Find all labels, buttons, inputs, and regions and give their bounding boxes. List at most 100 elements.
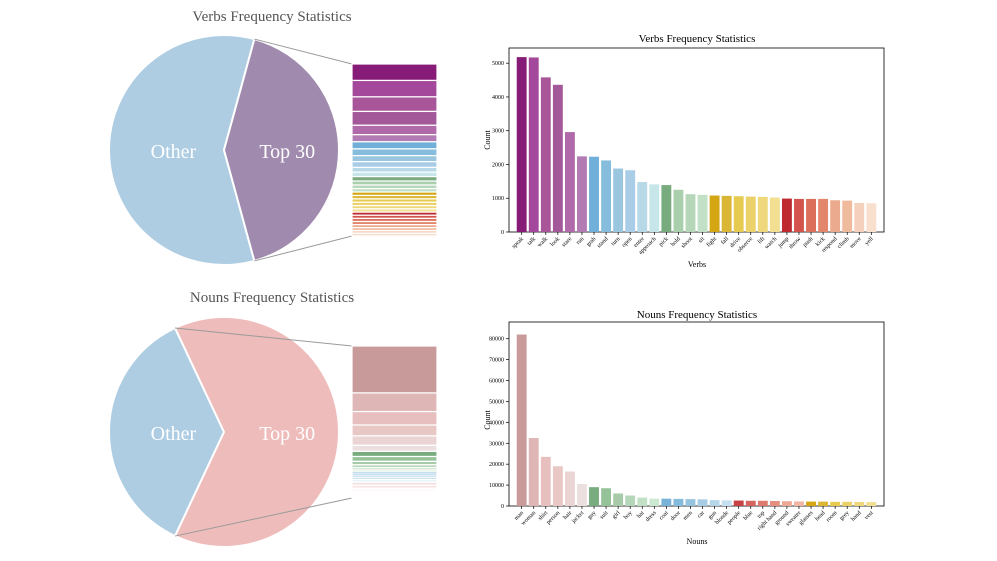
- bar2-bar-guy: [589, 487, 599, 506]
- bar1-xtick-label: walk: [537, 236, 549, 248]
- bar2-axes-frame: [508, 321, 885, 507]
- pie1-label-top30: Top 30: [259, 141, 315, 163]
- bar2-xtick-label: coat: [658, 510, 670, 522]
- nouns-bar-panel: Nouns Frequency Statistics Nouns Count 0…: [483, 309, 885, 546]
- pie2-breakdown-segment: [351, 345, 438, 394]
- pie2-label-other: Other: [151, 423, 197, 445]
- bar1-xtick-label: stand: [596, 236, 609, 249]
- bar1-xtick-label: jump: [777, 236, 791, 250]
- bar2-bar-shirt: [540, 456, 551, 506]
- verbs-pie-panel: Verbs Frequency Statistics Top 30 Other: [108, 9, 438, 266]
- verbs-bar-ylabel: Count: [483, 129, 492, 149]
- bar2-bar-boy: [625, 495, 636, 506]
- bar2-xtick-label: head: [814, 510, 826, 522]
- bar1-bar-grab: [589, 156, 599, 232]
- bar1-bar-run: [577, 156, 587, 232]
- bar1-ytick-label: 1000: [492, 196, 504, 202]
- bar2-bar-right-hand: [769, 500, 780, 506]
- bar1-bar-lift: [757, 196, 768, 232]
- pie1-slice-other: [108, 34, 256, 266]
- bar1-bar-hold: [673, 189, 684, 232]
- bar2-xtick-label: person: [546, 510, 562, 526]
- bar2-ytick-label: 80000: [489, 337, 504, 343]
- bar1-xtick-label: grab: [586, 236, 598, 248]
- bar1-bar-fall: [721, 195, 732, 232]
- pie1-label-other: Other: [151, 141, 197, 163]
- bar1-bar-respond: [830, 200, 841, 232]
- bar2-bar-sweater: [794, 501, 804, 506]
- bar1-ytick-label: 5000: [492, 61, 504, 67]
- bar1-xtick-label: run: [575, 236, 585, 246]
- bar1-xtick-label: sit: [698, 236, 706, 244]
- bar1-bar-push: [806, 198, 816, 232]
- bar2-xtick-label: dress: [645, 510, 658, 523]
- bar2-bar-car: [697, 499, 708, 506]
- pie1-breakdown-segment: [351, 124, 438, 136]
- pie2-breakdown-segment: [351, 392, 438, 413]
- bar1-bar-look: [552, 84, 563, 232]
- pie1-breakdown-segment: [351, 232, 438, 237]
- bar2-bar-gun: [709, 500, 720, 506]
- pie1-breakdown-segment: [351, 134, 438, 143]
- bar1-bar-observe: [745, 196, 756, 232]
- bar1-bar-throw: [794, 198, 804, 232]
- bar1-xtick-label: pick: [658, 236, 670, 248]
- bar1-bar-turn: [613, 168, 624, 232]
- bar2-bar-ground: [781, 501, 792, 506]
- verbs-pie-title: Verbs Frequency Statistics: [192, 9, 351, 25]
- pie2-connector-bottom: [174, 497, 353, 537]
- bar1-bar-jump: [781, 198, 792, 232]
- bar2-xtick-label: room: [825, 510, 838, 523]
- pie2-connector-top: [174, 327, 353, 347]
- bar1-bar-fight: [709, 195, 720, 232]
- bar2-bar-woman: [528, 438, 539, 506]
- bar2-ytick-label: 30000: [489, 441, 504, 447]
- bar1-xtick-label: open: [621, 236, 633, 248]
- bar1-xtick-label: lift: [756, 235, 766, 245]
- bar1-bar-move: [854, 202, 865, 232]
- bar2-bar-girl: [613, 493, 624, 506]
- bar2-bar-hair: [564, 471, 575, 506]
- pie2-breakdown-segment: [351, 496, 438, 499]
- verbs-bar-xlabel: Verbs: [688, 260, 706, 269]
- bar2-bar-blonde: [721, 500, 732, 506]
- bar1-bar-stand: [601, 160, 612, 232]
- bar2-xtick-label: guy: [587, 510, 598, 521]
- pie2-breakdown-segment: [351, 444, 438, 452]
- bar1-bar-pick: [661, 185, 672, 232]
- bar2-xtick-label: hat: [636, 510, 646, 520]
- bar2-xtick-label: gun: [707, 510, 718, 521]
- bar2-bar-blue: [745, 500, 756, 506]
- bar2-xtick-label: girl: [611, 510, 621, 520]
- pie2-slice-other: [108, 326, 226, 538]
- bar2-ytick-label: 40000: [489, 420, 504, 426]
- pie1-breakdown-segment: [351, 176, 438, 182]
- bar1-ytick-label: 0: [501, 230, 504, 236]
- bar2-xtick-label: boy: [623, 510, 634, 521]
- bar1-xtick-label: hold: [670, 236, 682, 248]
- bar1-axes-frame: [508, 47, 885, 233]
- pie1-connector-bottom: [254, 235, 353, 262]
- bar2-ytick-label: 70000: [489, 358, 504, 364]
- pie1-breakdown-segment: [351, 110, 438, 126]
- bar2-bar-dress: [649, 498, 660, 506]
- bar2-bar-vest: [866, 502, 877, 506]
- verbs-bar-title: Verbs Frequency Statistics: [639, 33, 756, 45]
- bar1-bar-drive: [733, 196, 744, 232]
- bar1-xtick-label: throw: [788, 236, 803, 251]
- bar2-bar-man: [516, 334, 527, 506]
- bar2-xtick-label: jacket: [570, 510, 585, 525]
- bar2-ytick-label: 10000: [489, 483, 504, 489]
- bar1-bar-kick: [818, 198, 829, 232]
- bar2-xtick-label: men: [682, 510, 694, 522]
- pie2-breakdown-segment: [351, 435, 438, 446]
- nouns-bar-xlabel: Nouns: [687, 537, 708, 546]
- bar2-xtick-label: glasses: [798, 510, 815, 527]
- bar1-xtick-label: stare: [561, 236, 573, 248]
- bar1-bar-shoot: [685, 194, 696, 232]
- bar2-ytick-label: 20000: [489, 462, 504, 468]
- bar1-bar-approach: [649, 184, 660, 232]
- pie2-breakdown-segment: [351, 410, 438, 426]
- nouns-bar-title: Nouns Frequency Statistics: [637, 309, 757, 321]
- bar1-xtick-label: yell: [864, 236, 875, 247]
